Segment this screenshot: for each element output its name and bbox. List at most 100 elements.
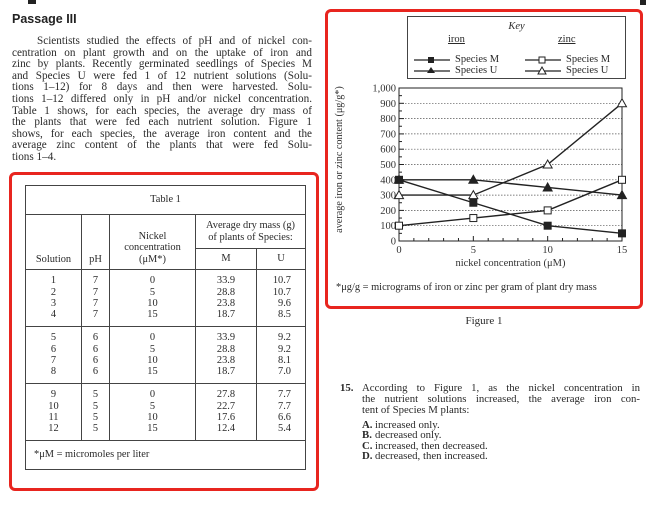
table-cell: 7.7 bbox=[278, 389, 291, 401]
header-mass-group: Average dry mass (g) of plants of Specie… bbox=[195, 214, 306, 249]
table-cell: 5 bbox=[149, 286, 156, 298]
table-cell: 9 bbox=[50, 389, 57, 401]
header-u: U bbox=[256, 248, 306, 270]
table-cell: 12 bbox=[48, 423, 59, 435]
page-edge-mark bbox=[640, 0, 646, 5]
table-cell: 5 bbox=[92, 400, 99, 412]
table-highlight-box bbox=[9, 172, 319, 491]
table-cell: 7.7 bbox=[278, 400, 291, 412]
cell-nickel: 0 5 10 15 bbox=[109, 326, 196, 384]
table-title: Table 1 bbox=[25, 185, 306, 215]
table-cell: 3 bbox=[50, 298, 57, 309]
legend-zinc-m-marker bbox=[525, 56, 561, 64]
table-cell: 27.8 bbox=[216, 389, 236, 401]
option-letter: A. bbox=[362, 418, 373, 431]
table-cell: 23.8 bbox=[216, 355, 236, 366]
passage-title: Passage III bbox=[12, 12, 77, 26]
table-cell: 0 bbox=[149, 389, 156, 401]
cell-m: 33.9 28.8 23.8 18.7 bbox=[195, 326, 257, 384]
cell-nickel: 0 5 10 15 bbox=[109, 269, 196, 327]
y-tick-label: 0 bbox=[391, 237, 396, 248]
passage-line: tions 1–12) for 8 days and then were har… bbox=[12, 81, 312, 94]
figure-caption: Figure 1 bbox=[465, 315, 503, 327]
table-cell: 10.7 bbox=[272, 275, 291, 287]
table-cell: 23.8 bbox=[216, 298, 236, 309]
table-cell: 5 bbox=[50, 332, 57, 344]
table-cell: 7 bbox=[92, 275, 99, 287]
legend-zinc-label: zinc bbox=[558, 34, 576, 45]
data-point-iron-species-u bbox=[616, 189, 628, 200]
table-cell: 5 bbox=[92, 389, 99, 401]
legend-markers bbox=[414, 56, 561, 75]
series-line-zinc-species-u bbox=[399, 102, 623, 196]
table-cell: 2 bbox=[50, 286, 57, 298]
legend-iron-label: iron bbox=[448, 34, 465, 45]
data-point-zinc-species-u bbox=[542, 158, 554, 169]
cell-u: 9.2 9.2 8.1 7.0 bbox=[256, 326, 306, 384]
legend-zinc-u-marker bbox=[525, 65, 561, 75]
header-solution: Solution bbox=[25, 214, 82, 270]
table-cell: 10 bbox=[147, 412, 158, 423]
table-cell: 4 bbox=[50, 309, 57, 321]
option-text: decreased only. bbox=[375, 429, 442, 442]
chart-footnote: *μg/g = micrograms of iron or zinc per g… bbox=[336, 282, 597, 293]
option-text: increased, then decreased. bbox=[375, 439, 488, 452]
passage-line: the plants that were fed each nutrient s… bbox=[12, 116, 312, 129]
cell-u: 7.7 7.7 6.6 5.4 bbox=[256, 383, 306, 441]
y-tick-label: 1,000 bbox=[372, 84, 396, 95]
table-cell: 5 bbox=[149, 400, 156, 412]
question-line: According to Figure 1, as the nickel con… bbox=[362, 382, 640, 394]
answer-option-c[interactable]: C. increased, then decreased. bbox=[340, 439, 640, 452]
header-ph: pH bbox=[81, 214, 110, 270]
table-cell: 6 bbox=[92, 332, 99, 344]
y-tick-label: 100 bbox=[380, 221, 396, 232]
table-row-group: 5 6 7 8 6 6 6 6 0 5 10 15 33.9 28.8 23.8 18.7 9.2 9.2 8.1 7… bbox=[25, 326, 306, 384]
question-line: the nutrient solutions increased, the av… bbox=[362, 393, 640, 406]
answer-option-b[interactable]: B. decreased only. bbox=[340, 430, 640, 441]
x-tick-label: 0 bbox=[396, 245, 401, 256]
passage-line: zinc by plants. Recently germinated seed… bbox=[12, 58, 312, 71]
legend-iron-m-marker bbox=[414, 57, 450, 63]
table-cell: 8.5 bbox=[278, 309, 291, 321]
answer-option-a[interactable]: A. increased only. bbox=[340, 418, 640, 431]
x-tick-label: 10 bbox=[542, 245, 553, 256]
table-cell: 7 bbox=[92, 309, 99, 321]
table-cell: 9.6 bbox=[278, 298, 291, 309]
table-cell: 5 bbox=[92, 412, 99, 423]
data-point-iron-species-m bbox=[618, 229, 626, 238]
table-cell: 8.1 bbox=[278, 355, 291, 366]
option-letter: B. bbox=[362, 429, 372, 442]
passage-line: Table 1 shows, for each species, the ave… bbox=[12, 104, 312, 117]
table-cell: 6 bbox=[92, 355, 99, 366]
y-tick-label: 700 bbox=[380, 129, 396, 140]
data-point-zinc-species-m bbox=[469, 214, 478, 223]
legend-iron-u-label: Species U bbox=[455, 65, 498, 76]
cell-m: 27.8 22.7 17.6 12.4 bbox=[195, 383, 257, 441]
header-m: M bbox=[195, 248, 257, 270]
series-line-iron-species-u bbox=[399, 179, 623, 196]
table-cell: 15 bbox=[147, 309, 158, 321]
y-tick-label: 300 bbox=[380, 191, 396, 202]
legend-iron-m-label: Species M bbox=[455, 54, 500, 65]
passage-line: average zinc content of the plants that … bbox=[12, 139, 312, 152]
question-number: 15. bbox=[340, 382, 354, 394]
table-row-group: 9 10 11 12 5 5 5 5 0 5 10 15 27.8 22.7 17.6 12.4 7.7 7.7 6… bbox=[25, 383, 306, 441]
table-cell: 18.7 bbox=[216, 366, 236, 378]
passage-line: tions 1–4. bbox=[12, 150, 57, 163]
table-cell: 10.7 bbox=[272, 286, 291, 298]
data-point-zinc-species-u bbox=[616, 97, 628, 108]
cell-nickel: 0 5 10 15 bbox=[109, 383, 196, 441]
question-15: 15. According to Figure 1, as the nickel… bbox=[340, 382, 640, 462]
data-point-iron-species-u bbox=[542, 181, 554, 192]
answer-option-d[interactable]: D. decreased, then increased. bbox=[340, 451, 640, 462]
data-point-iron-species-u bbox=[393, 174, 405, 184]
y-tick-label: 800 bbox=[380, 114, 396, 125]
y-tick-label: 900 bbox=[380, 99, 396, 110]
legend-iron-u-marker bbox=[414, 67, 450, 73]
passage-text: Scientists studied the effects of pH and… bbox=[12, 35, 312, 164]
table-1: Table 1 Solution pH Nickel concentration… bbox=[25, 185, 306, 470]
legend-title: Key bbox=[508, 21, 525, 32]
header-nickel: Nickel concentration (μM*) bbox=[109, 214, 196, 270]
